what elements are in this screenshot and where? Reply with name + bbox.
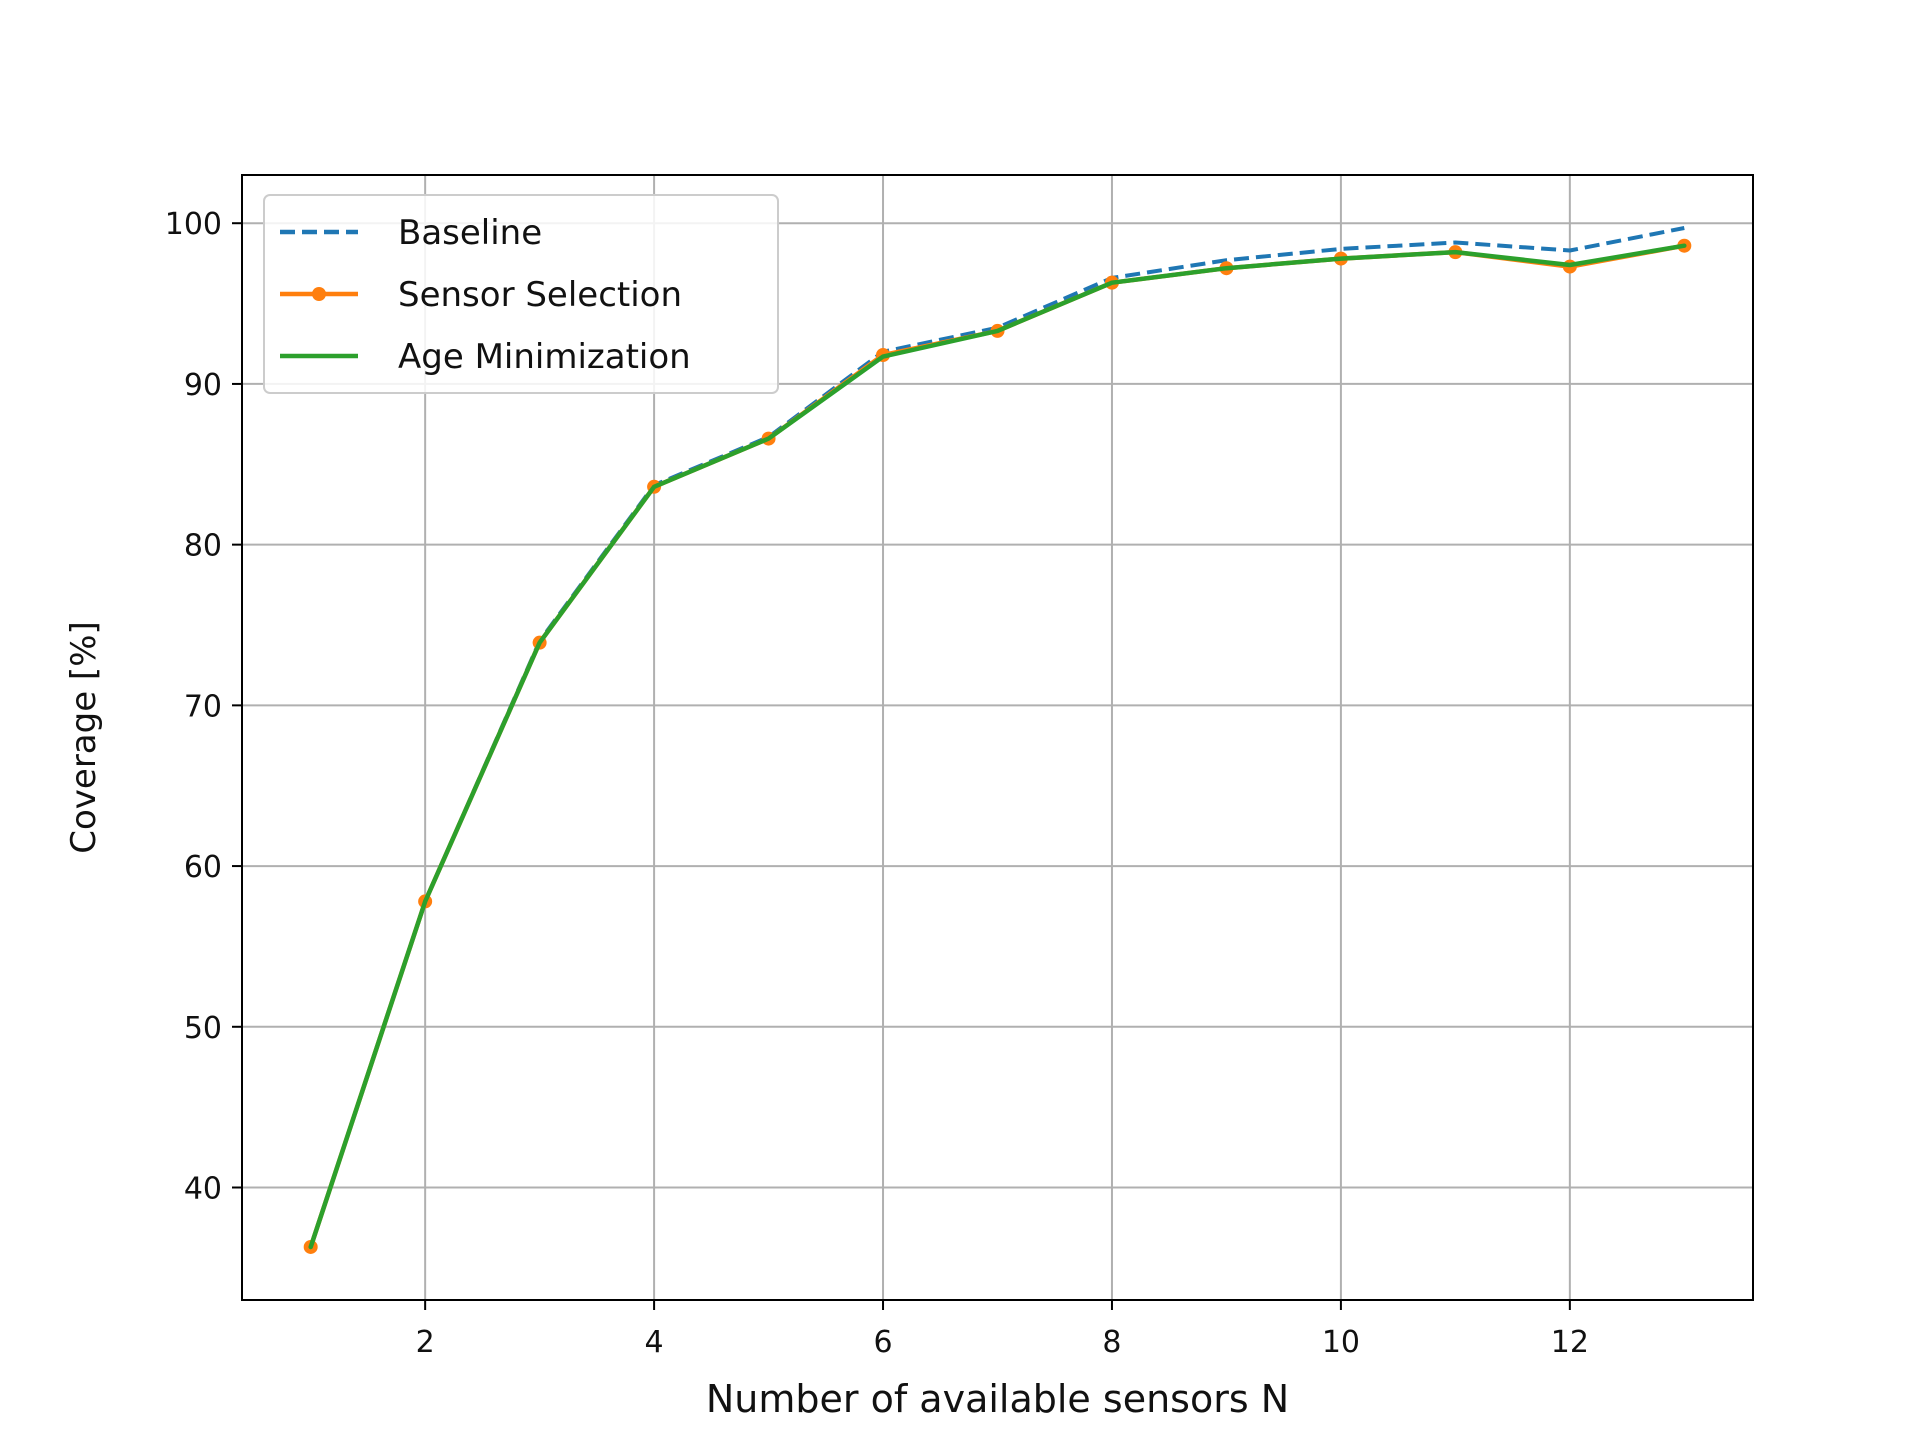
- legend-label-baseline: Baseline: [398, 213, 542, 253]
- legend-box: [263, 194, 779, 394]
- legend-marker-sensor-selection: [312, 287, 326, 301]
- y-tick-label: 100: [165, 207, 222, 242]
- x-tick-label: 6: [873, 1325, 892, 1360]
- x-tick-label: 2: [416, 1325, 435, 1360]
- y-tick-label: 90: [184, 368, 222, 403]
- legend: Baseline Sensor Selection Age Minimization: [263, 194, 779, 394]
- x-tick-label: 12: [1551, 1325, 1589, 1360]
- legend-entries: Baseline Sensor Selection Age Minimization: [280, 213, 691, 377]
- series-line-age-minimization: [308, 243, 1687, 1250]
- series-age-minimization: [308, 243, 1687, 1250]
- y-tick-label: 80: [184, 529, 222, 564]
- axis-ticks: 2 4 6 8 10 12 40 50 60 70 80 90 100: [165, 207, 1589, 1360]
- y-tick-label: 60: [184, 850, 222, 885]
- y-axis-label: Coverage [%]: [64, 621, 104, 854]
- series-group: [303, 226, 1692, 1254]
- legend-label-age-minimization: Age Minimization: [398, 337, 691, 377]
- legend-entry-sensor-selection: Sensor Selection: [280, 275, 682, 315]
- y-tick-label: 50: [184, 1011, 222, 1046]
- y-tick-label: 70: [184, 689, 222, 724]
- y-tick-label: 40: [184, 1172, 222, 1207]
- grid-lines: [242, 175, 1753, 1300]
- x-tick-label: 4: [645, 1325, 664, 1360]
- legend-entry-age-minimization: Age Minimization: [280, 337, 691, 377]
- x-axis-label: Number of available sensors N: [706, 1377, 1289, 1421]
- x-tick-label: 8: [1102, 1325, 1121, 1360]
- legend-entry-baseline: Baseline: [280, 213, 542, 253]
- x-tick-label: 10: [1322, 1325, 1360, 1360]
- plot-frame: [241, 174, 1754, 1301]
- legend-label-sensor-selection: Sensor Selection: [398, 275, 682, 315]
